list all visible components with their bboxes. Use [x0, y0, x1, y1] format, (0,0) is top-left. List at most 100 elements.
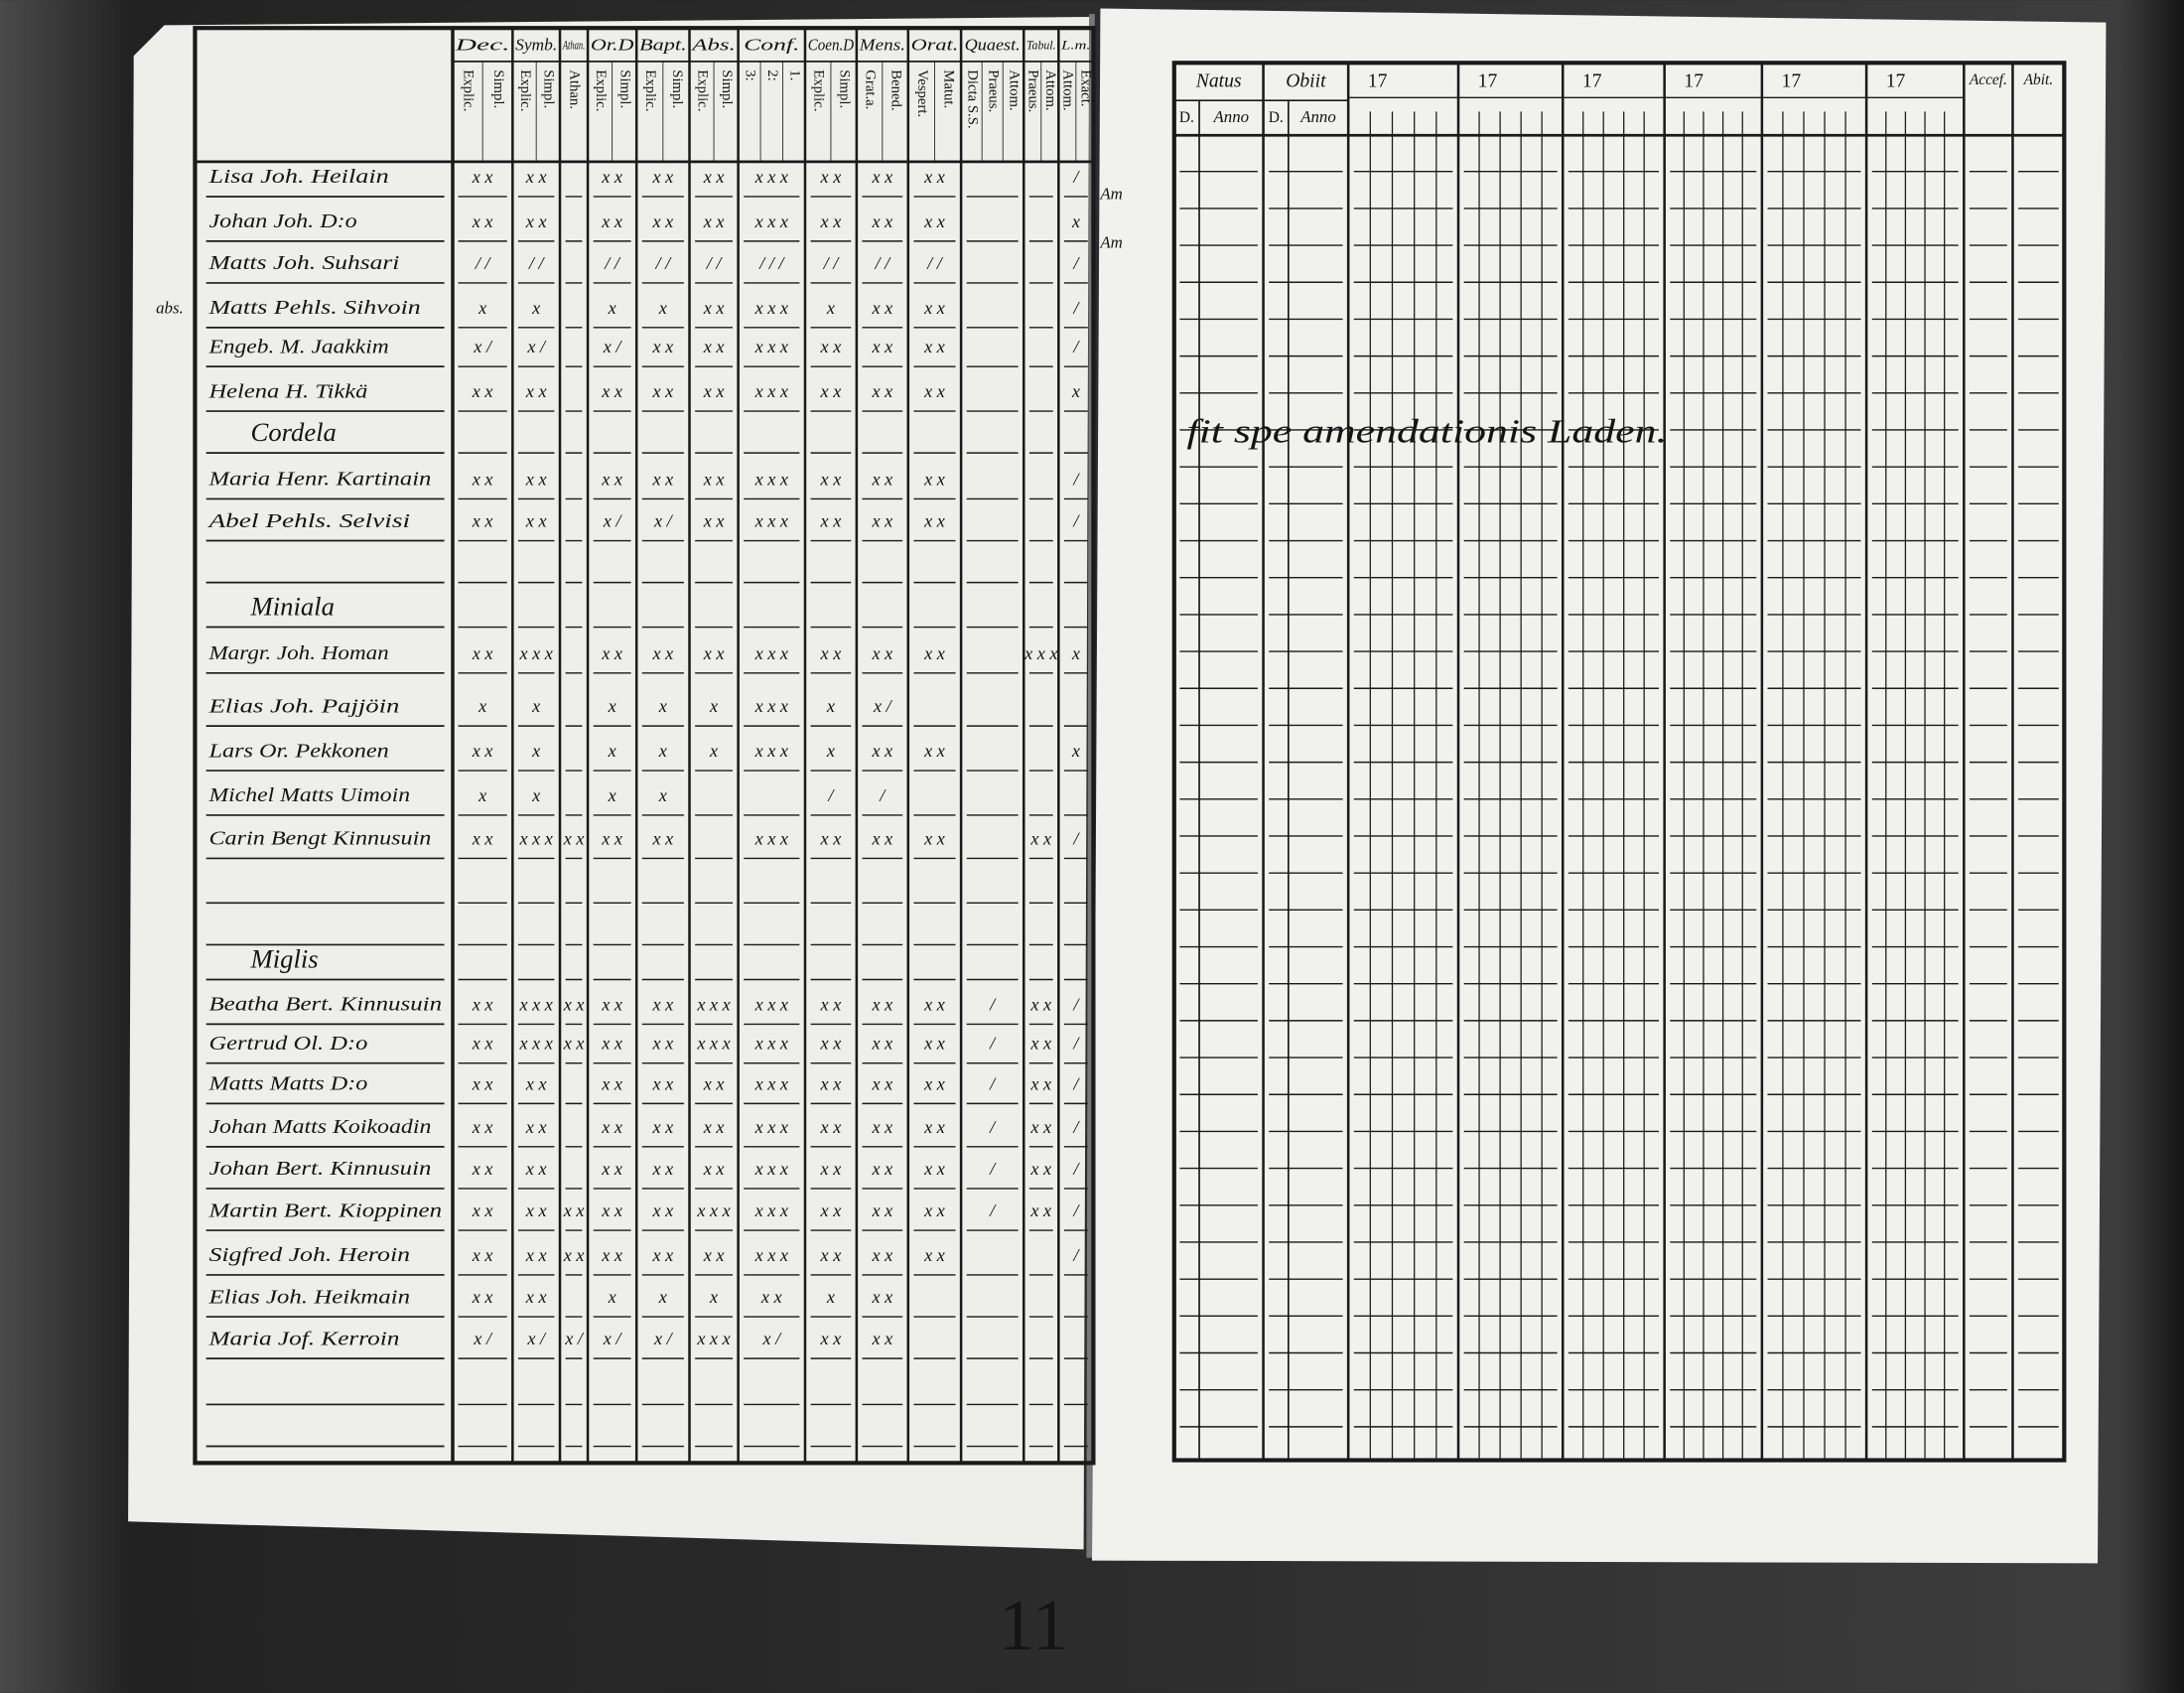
- exam-mark: / /: [528, 253, 546, 273]
- exam-mark: x x: [820, 643, 842, 663]
- exam-mark: x x: [472, 1034, 493, 1054]
- exam-mark: x x: [472, 741, 493, 761]
- exam-mark: x x: [760, 1287, 782, 1307]
- exam-mark: x x: [703, 167, 725, 187]
- exam-mark: x x: [472, 1287, 493, 1307]
- exam-mark: x /: [761, 1329, 782, 1348]
- exam-mark: x x x: [754, 1245, 788, 1265]
- exam-mark: x x: [871, 1117, 892, 1137]
- exam-mark: x x x: [696, 1200, 730, 1220]
- column-heading: Tabul.: [1026, 38, 1055, 52]
- exam-mark: x x: [820, 1200, 842, 1220]
- exam-mark: x /: [603, 510, 623, 530]
- column-heading: 17: [1478, 70, 1498, 91]
- exam-mark: x x: [703, 1245, 725, 1265]
- exam-mark: x /: [873, 696, 893, 716]
- person-name: Matts Matts D:o: [207, 1073, 367, 1095]
- exam-mark: /: [1072, 1159, 1080, 1179]
- exam-mark: x x: [563, 1200, 585, 1220]
- exam-mark: x x: [923, 1117, 945, 1137]
- exam-mark: x x: [472, 1245, 493, 1265]
- exam-mark: x: [826, 298, 835, 318]
- person-name: Johan Bert. Kinnusuin: [208, 1158, 431, 1180]
- exam-mark: x x: [820, 1329, 842, 1348]
- column-heading: Quaest.: [965, 35, 1021, 54]
- exam-mark: x x: [472, 1200, 493, 1220]
- column-subheading: 3:: [742, 70, 757, 80]
- exam-mark: x: [608, 785, 616, 805]
- exam-mark: x x: [525, 381, 547, 401]
- exam-mark: x x: [703, 469, 725, 489]
- exam-mark: /: [989, 1034, 997, 1054]
- column-heading: Accef.: [1969, 71, 2007, 88]
- person-name: Johan Joh. D:o: [208, 211, 357, 232]
- exam-mark: x x: [820, 337, 842, 356]
- column-subheading: Simpl.: [669, 70, 685, 108]
- exam-mark: x: [531, 298, 540, 318]
- exam-mark: /: [1072, 1245, 1080, 1265]
- person-name: Elias Joh. Pajjöin: [207, 695, 399, 717]
- exam-mark: x: [531, 696, 540, 716]
- person-name: Lars Or. Pekkonen: [207, 740, 389, 762]
- column-subheading: Grat.a.: [862, 70, 878, 109]
- exam-mark: x x: [1029, 828, 1051, 848]
- exam-mark: x /: [526, 337, 547, 356]
- exam-mark: x x x: [754, 1200, 788, 1220]
- exam-mark: x x: [525, 167, 547, 187]
- exam-mark: x x: [651, 1073, 673, 1093]
- column-subheading: Athan.: [567, 70, 583, 109]
- column-subheading: D.: [1179, 109, 1194, 126]
- exam-mark: x x: [525, 510, 547, 530]
- exam-mark: x x: [472, 167, 493, 187]
- column-heading: Mens.: [859, 35, 905, 54]
- exam-mark: x x: [651, 643, 673, 663]
- exam-mark: / /: [706, 253, 724, 273]
- exam-mark: x x: [923, 469, 945, 489]
- column-heading: 17: [1582, 70, 1602, 91]
- exam-mark: /: [1072, 1200, 1080, 1220]
- column-heading: Abit.: [2023, 71, 2054, 88]
- column-subheading: Praeus.: [985, 70, 1001, 112]
- margin-note: Am: [1099, 184, 1122, 203]
- exam-mark: /: [1072, 469, 1080, 489]
- margin-note: Am: [1099, 233, 1122, 252]
- exam-mark: /: [989, 1200, 997, 1220]
- exam-mark: x x: [601, 1245, 622, 1265]
- exam-mark: x x: [651, 1117, 673, 1137]
- exam-mark: x x: [651, 212, 673, 231]
- exam-mark: x x x: [754, 741, 788, 761]
- exam-mark: / /: [655, 253, 673, 273]
- exam-mark: /: [1072, 1073, 1080, 1093]
- person-name: Helena H. Tikkä: [207, 380, 367, 402]
- exam-mark: x x x: [696, 1329, 730, 1348]
- column-subheading: Attom.: [1042, 70, 1058, 110]
- person-name: Maria Jof. Kerroin: [207, 1328, 399, 1349]
- column-subheading: Anno: [1213, 107, 1250, 126]
- exam-mark: x: [1071, 212, 1080, 231]
- right-page: [1092, 8, 2107, 1564]
- exam-mark: x x: [871, 1159, 892, 1179]
- exam-mark: x x: [871, 167, 892, 187]
- column-subheading: Vespert.: [914, 70, 930, 117]
- exam-mark: x /: [526, 1329, 547, 1348]
- exam-mark: x /: [603, 337, 623, 356]
- exam-mark: x: [1071, 381, 1080, 401]
- exam-mark: x x: [820, 1034, 842, 1054]
- exam-mark: x x: [871, 1329, 892, 1348]
- exam-mark: x x: [651, 381, 673, 401]
- exam-mark: x x: [871, 381, 892, 401]
- column-subheading: Simpl.: [719, 70, 735, 108]
- exam-mark: x x: [871, 1245, 892, 1265]
- exam-mark: x x: [820, 510, 842, 530]
- exam-mark: x x: [820, 1073, 842, 1093]
- exam-mark: x x x: [518, 1034, 552, 1054]
- exam-mark: /: [1072, 994, 1080, 1014]
- exam-mark: x x x: [754, 1034, 788, 1054]
- column-heading: Conf.: [744, 35, 799, 54]
- exam-mark: x x: [820, 1117, 842, 1137]
- column-subheading: D.: [1269, 109, 1284, 126]
- exam-mark: x /: [564, 1329, 585, 1348]
- exam-mark: /: [1072, 828, 1080, 848]
- exam-mark: x x: [820, 828, 842, 848]
- exam-mark: x x: [871, 469, 892, 489]
